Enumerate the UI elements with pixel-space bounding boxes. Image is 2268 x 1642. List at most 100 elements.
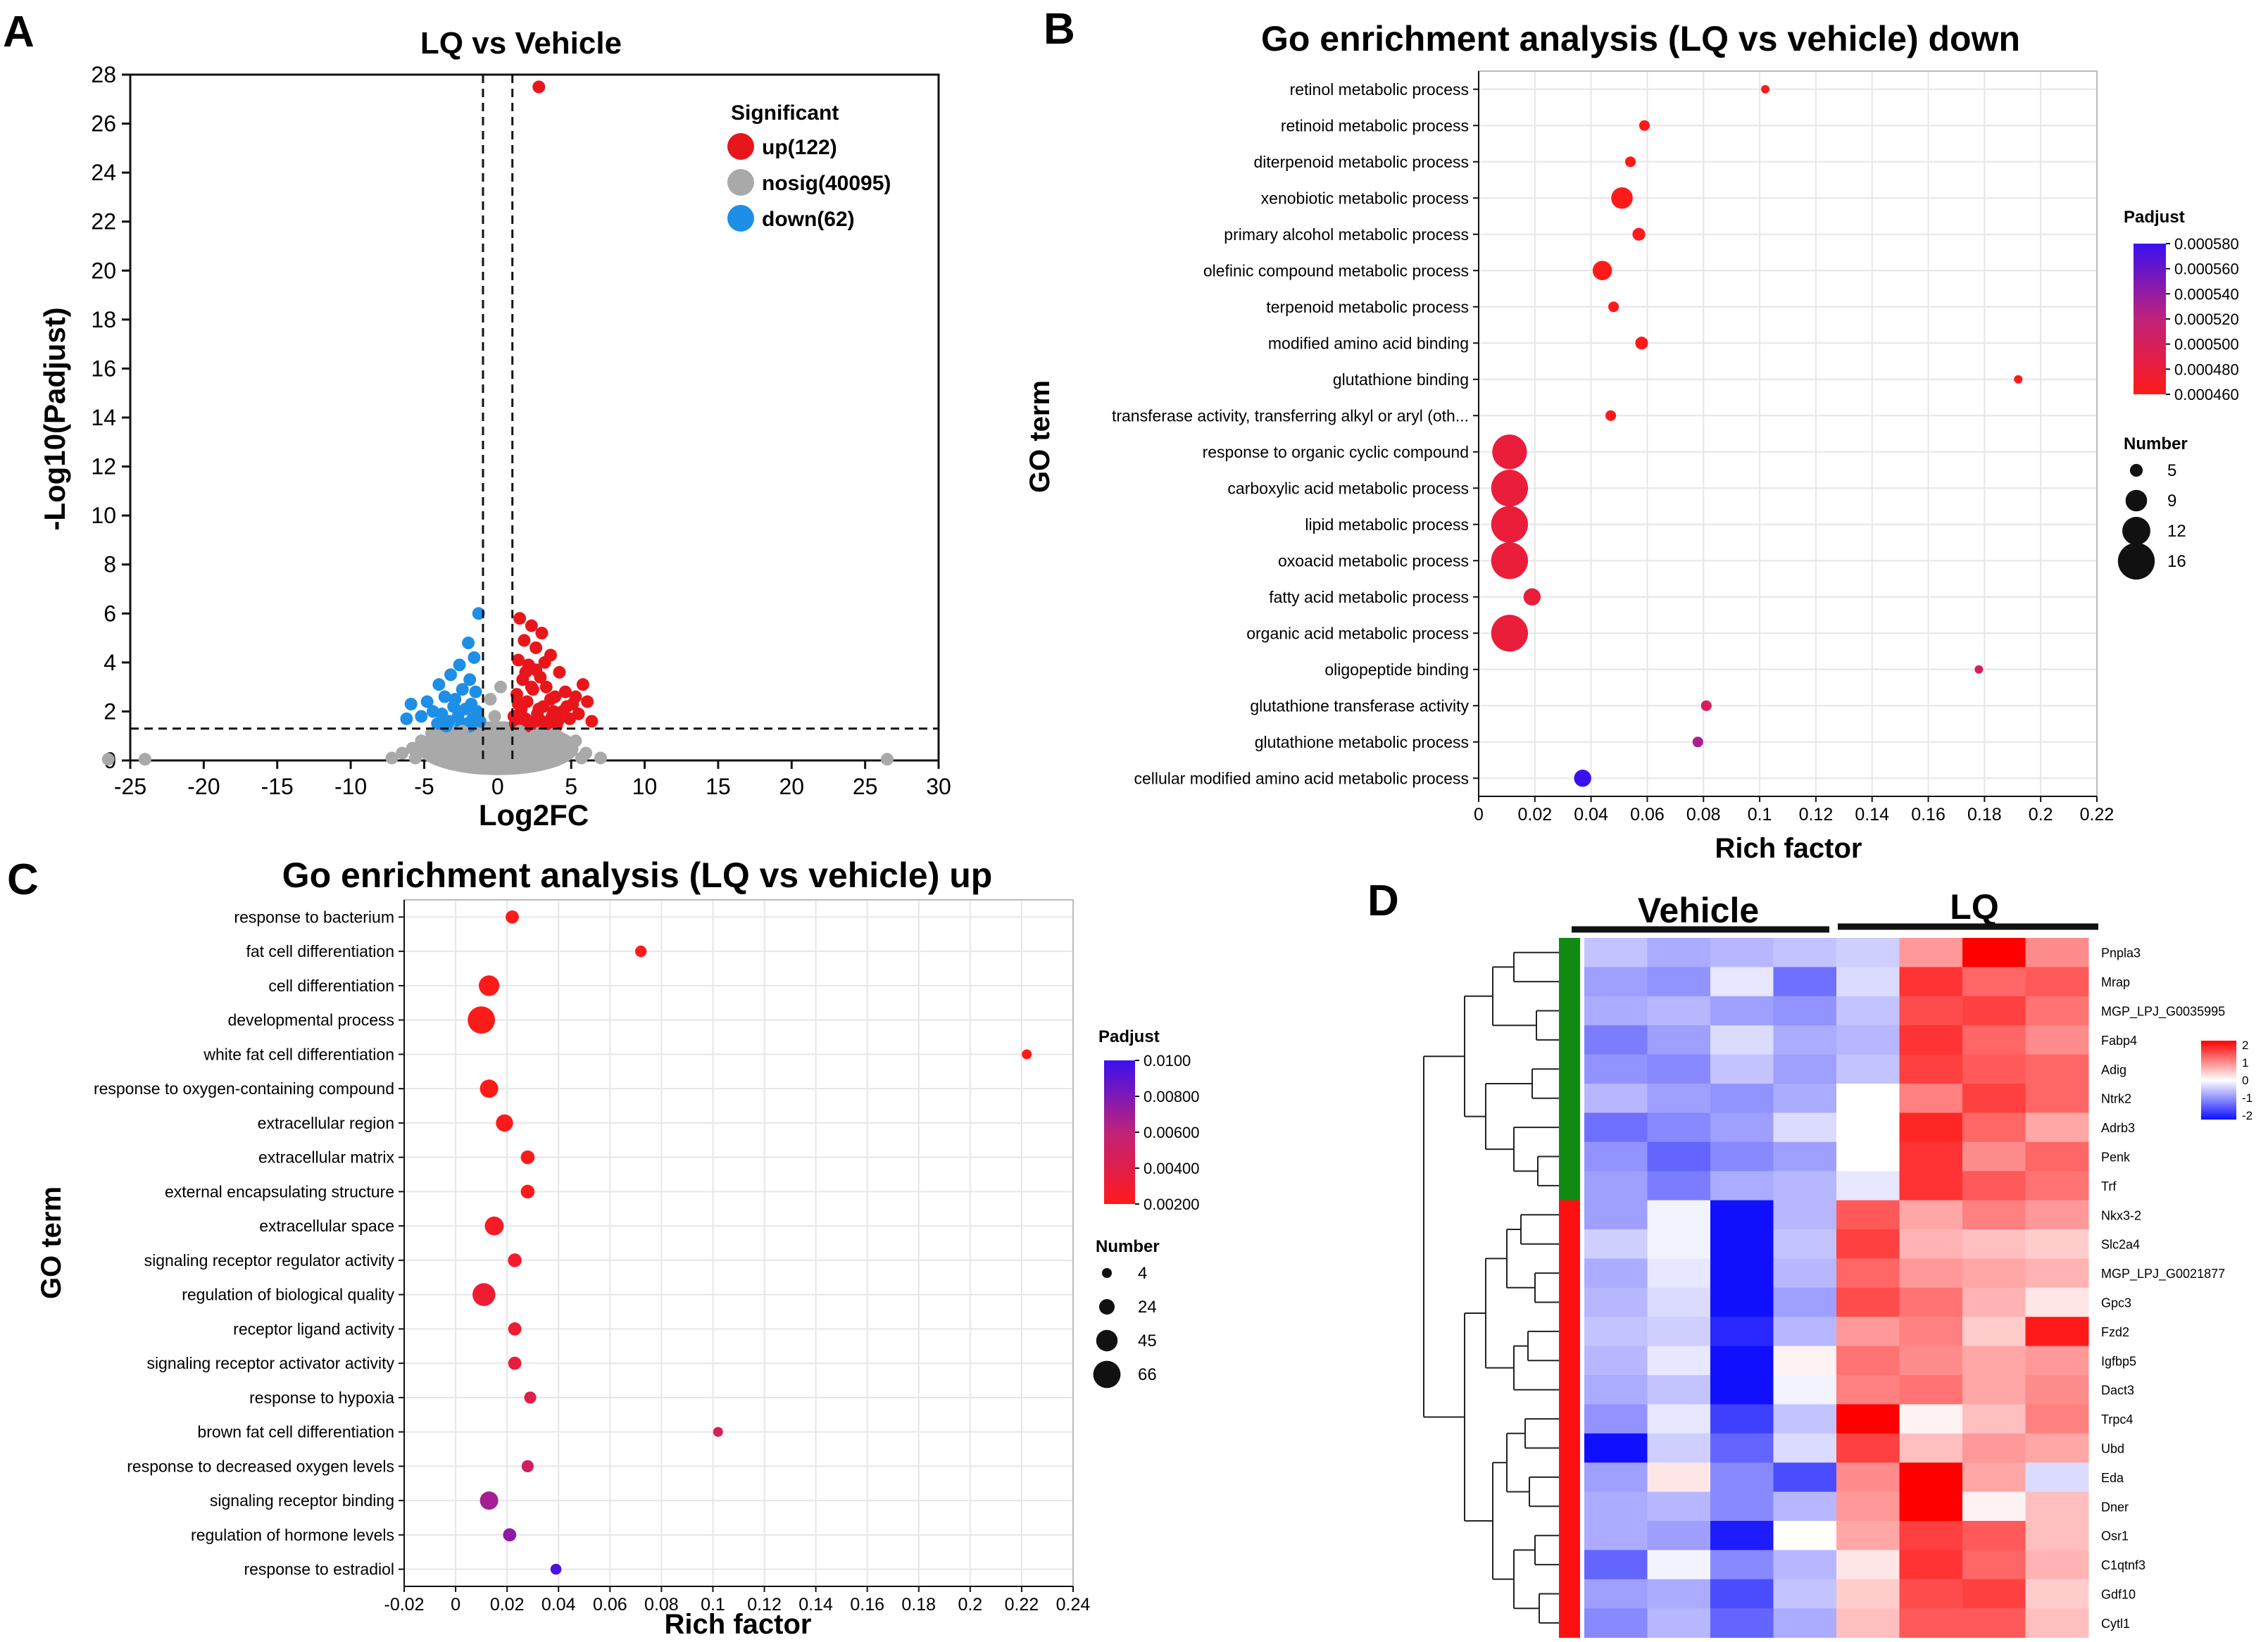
nosig-point [385, 751, 399, 765]
cluster-bar-segment [1559, 1608, 1580, 1638]
heatmap-cell [1899, 1200, 1963, 1230]
legend-up-label: up(122) [762, 136, 837, 159]
heatmap-cell [2025, 1550, 2089, 1580]
number-legend-label: 4 [1138, 1264, 1147, 1283]
heatmap-cell [1710, 1433, 1774, 1463]
padjust-legend-title: Padjust [1098, 1027, 1160, 1046]
go-term-label: primary alcohol metabolic process [1224, 225, 1469, 244]
heatmap-cell [1899, 1491, 1963, 1522]
go-term-label: olefinic compound metabolic process [1203, 261, 1469, 280]
gene-label: Cytl1 [2101, 1617, 2130, 1631]
panel-c-legend: Padjust Number 0.0100 0.00800 0.00600 0.004… [1093, 1027, 1200, 1389]
number-legend-label: 16 [2167, 552, 2186, 571]
go-term-label: response to decreased oxygen levels [127, 1457, 394, 1475]
heatmap-cell [1962, 1084, 2026, 1113]
legend-title: Significant [731, 101, 839, 125]
nosig-point [549, 727, 562, 740]
heatmap-cell [1899, 1141, 1963, 1172]
heatmap-cell [1647, 1258, 1711, 1289]
y-tick-label: 16 [91, 356, 116, 381]
go-term-label: glutathione transferase activity [1250, 696, 1469, 715]
heatmap-cell [1836, 1404, 1900, 1434]
heatmap-cell [1836, 1084, 1900, 1113]
heatmap-cell [1962, 1491, 2026, 1522]
nosig-point [497, 727, 510, 740]
go-term-bubble [1632, 227, 1646, 241]
panel-b-xlabel: Rich factor [1715, 833, 1862, 864]
heatmap-cell [1899, 1375, 1963, 1405]
x-tick-label: 0.14 [1855, 805, 1889, 825]
heatmap-cell [1962, 1608, 2026, 1638]
x-tick-label: 15 [706, 774, 731, 799]
up-point [525, 680, 538, 694]
heatmap-cell [1836, 996, 1900, 1026]
gene-label: Trpc4 [2101, 1412, 2133, 1427]
go-term-bubble [1491, 542, 1529, 579]
up-point [539, 680, 553, 694]
up-point [544, 693, 557, 706]
panel-d-heatmap: Vehicle LQ Pnpla3 Mrap MGP_LPJ_G0035995 Fab… [1423, 887, 2253, 1638]
number-legend-marker [2117, 542, 2155, 580]
panel-a-legend: Significant up(122) nosig(40095) down(62… [727, 101, 891, 232]
heatmap-cell [1773, 1171, 1837, 1201]
go-term-label: signaling receptor binding [210, 1491, 394, 1510]
heatmap-cell [1836, 1579, 1900, 1609]
x-tick-label: 0.2 [2029, 805, 2053, 825]
heatmap-cell [1584, 1346, 1648, 1376]
panel-b-go-down: Go enrichment analysis (LQ vs vehicle) d… [1025, 19, 2239, 864]
up-point [512, 697, 525, 710]
heatmap-cell [1710, 1491, 1774, 1522]
x-tick-label: -25 [114, 774, 146, 799]
cluster-bar-segment [1559, 1521, 1580, 1550]
go-term-label: white fat cell differentiation [203, 1045, 394, 1063]
gene-label: Pnpla3 [2101, 946, 2141, 960]
heatmap-cell [2025, 996, 2089, 1026]
number-legend-label: 24 [1138, 1298, 1157, 1317]
go-term-bubble [480, 1491, 499, 1510]
panel-a-ylabel: -Log10(Padjust) [38, 307, 71, 530]
nosig-point [406, 741, 419, 755]
x-tick-label: -20 [187, 774, 220, 799]
heatmap-cell [1899, 1608, 1963, 1638]
heatmap-cell [1899, 1113, 1963, 1143]
padjust-tick-label: 0.000500 [2174, 336, 2239, 353]
x-tick-label: 0.22 [2080, 805, 2114, 825]
heatmap-cell [1836, 1287, 1900, 1317]
gene-label: Nkx3-2 [2101, 1208, 2141, 1222]
legend-nosig-label: nosig(40095) [762, 172, 891, 195]
nosig-point [450, 749, 463, 763]
gene-label: Mrap [2101, 975, 2130, 989]
heatmap-cell [1710, 1141, 1774, 1172]
go-term-bubble [496, 1114, 513, 1132]
x-tick-label: 0.04 [1574, 805, 1608, 825]
up-point [576, 678, 589, 691]
heatmap-cell [1584, 1141, 1648, 1172]
heatmap-cell [2025, 1054, 2089, 1084]
nosig-point [494, 680, 507, 694]
heatmap-cell [1584, 1200, 1648, 1230]
nosig-point [465, 744, 478, 758]
go-term-bubble [1574, 770, 1591, 787]
heatmap-cell [1584, 1375, 1648, 1405]
heatmap-cell [1584, 967, 1648, 997]
x-tick-label: 0.06 [593, 1595, 627, 1615]
down-point [463, 673, 477, 687]
heatmap-cell [1962, 1229, 2026, 1259]
heatmap-cell [1962, 1317, 2026, 1347]
heatmap-cell [1584, 1287, 1648, 1317]
heatmap-cell [1710, 1317, 1774, 1347]
nosig-point [478, 729, 491, 743]
nosig-point [138, 753, 151, 766]
panel-b-title: Go enrichment analysis (LQ vs vehicle) d… [1261, 19, 2020, 58]
number-legend-marker [2122, 517, 2150, 545]
gene-label: Dact3 [2101, 1384, 2134, 1398]
down-point [438, 690, 451, 703]
go-term-bubble [508, 1253, 522, 1267]
color-scale-legend: 2 1 0 -1 -2 [2201, 1039, 2253, 1122]
down-point [439, 720, 453, 733]
gene-label: Dner [2101, 1500, 2129, 1514]
heatmap-cell [1899, 1025, 1963, 1055]
nosig-point [880, 753, 894, 766]
x-tick-label: 0.12 [1799, 805, 1834, 825]
cluster-bar-segment [1559, 967, 1580, 997]
